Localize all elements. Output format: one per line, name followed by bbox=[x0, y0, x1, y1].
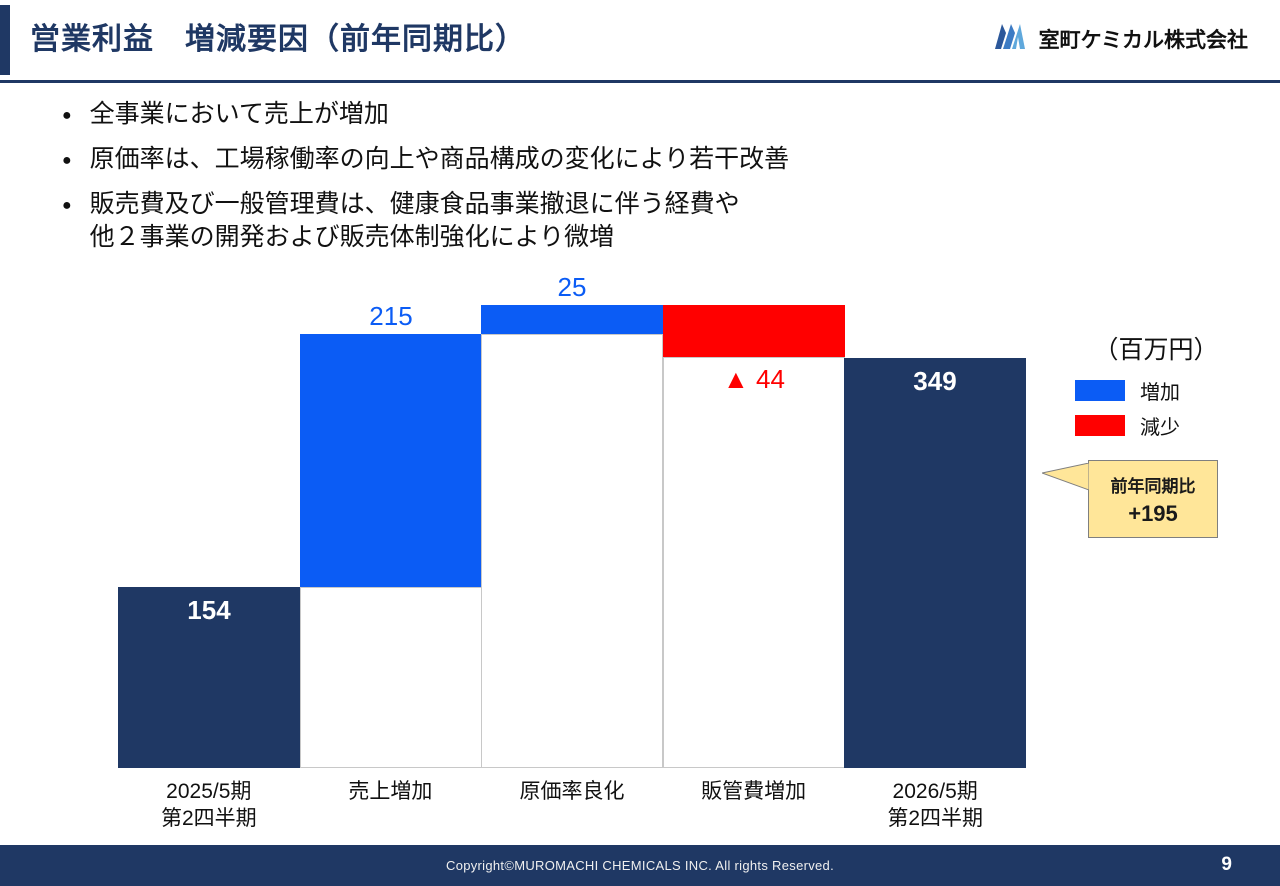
legend-swatch-decrease bbox=[1075, 415, 1125, 436]
bullet-text: 全事業において売上が増加 bbox=[89, 100, 389, 128]
chart-legend: 増加 減少 bbox=[1075, 376, 1180, 446]
chart-category-label: 2025/5期 第2四半期 bbox=[160, 780, 257, 831]
legend-row-increase: 増加 bbox=[1075, 376, 1180, 405]
chart-category-label: 販管費増加 bbox=[701, 780, 807, 803]
bar-value-label: 349 bbox=[913, 365, 957, 396]
waterfall-bar-total bbox=[118, 587, 300, 768]
yoy-callout: 前年同期比 +195 bbox=[1040, 460, 1218, 538]
legend-swatch-increase bbox=[1075, 380, 1125, 401]
chart-category-label: 売上増加 bbox=[348, 780, 433, 803]
chart-category-label: 原価率良化 bbox=[519, 780, 625, 803]
copyright-text: Copyright©MUROMACHI CHEMICALS INC. All r… bbox=[446, 858, 834, 873]
bullet-list: 全事業において売上が増加 原価率は、工場稼働率の向上や商品構成の変化により若干改… bbox=[62, 98, 790, 266]
bullet-item: 全事業において売上が増加 bbox=[62, 98, 789, 132]
waterfall-bar-total bbox=[844, 357, 1026, 768]
bar-value-label: 215 bbox=[369, 301, 413, 332]
page-number: 9 bbox=[1221, 854, 1232, 875]
waterfall-bar-base bbox=[481, 334, 663, 768]
legend-row-decrease: 減少 bbox=[1075, 411, 1180, 440]
bullet-item: 原価率は、工場稼働率の向上や商品構成の変化により若干改善 bbox=[62, 143, 790, 177]
bullet-text: 販売費及び一般管理費は、健康食品事業撤退に伴う経費や 他２事業の開発および販売体… bbox=[89, 189, 740, 252]
waterfall-bar-base bbox=[663, 356, 845, 768]
bullet-text: 原価率は、工場稼働率の向上や商品構成の変化により若干改善 bbox=[89, 144, 790, 173]
header: 営業利益 増減要因（前年同期比） 室町ケミカル株式会社 bbox=[0, 0, 1280, 83]
waterfall-chart: 154 215 25 ▲ 44 349 bbox=[118, 272, 1026, 768]
legend-label: 増加 bbox=[1140, 382, 1180, 404]
chart-category-axis: 2025/5期 第2四半期 売上増加 原価率良化 販管費増加 2026/5期 第2四半期 bbox=[118, 778, 1026, 833]
legend-label: 減少 bbox=[1140, 417, 1180, 439]
company-logo: 室町ケミカル株式会社 bbox=[994, 22, 1248, 55]
callout-value: +195 bbox=[1128, 501, 1178, 526]
chart-unit-label: （百万円） bbox=[1093, 336, 1219, 364]
bar-value-label: ▲ 44 bbox=[723, 363, 785, 394]
header-accent-bar bbox=[0, 5, 10, 75]
waterfall-bar-decrease bbox=[663, 305, 845, 357]
callout-label: 前年同期比 bbox=[1110, 477, 1196, 496]
callout-arrow-icon bbox=[1040, 462, 1090, 496]
footer: Copyright©MUROMACHI CHEMICALS INC. All r… bbox=[0, 845, 1280, 886]
company-name: 室町ケミカル株式会社 bbox=[1038, 28, 1248, 52]
bar-value-label: 25 bbox=[557, 272, 587, 303]
waterfall-bar-increase bbox=[300, 334, 482, 588]
page-title: 営業利益 増減要因（前年同期比） bbox=[30, 23, 526, 56]
company-logo-icon bbox=[994, 22, 1032, 55]
waterfall-bar-base bbox=[300, 587, 482, 768]
waterfall-bar-increase bbox=[481, 305, 663, 335]
bar-value-label: 154 bbox=[187, 595, 231, 626]
bullet-item: 販売費及び一般管理費は、健康食品事業撤退に伴う経費や 他２事業の開発および販売体… bbox=[62, 188, 789, 256]
chart-category-label: 2026/5期 第2四半期 bbox=[887, 780, 984, 831]
